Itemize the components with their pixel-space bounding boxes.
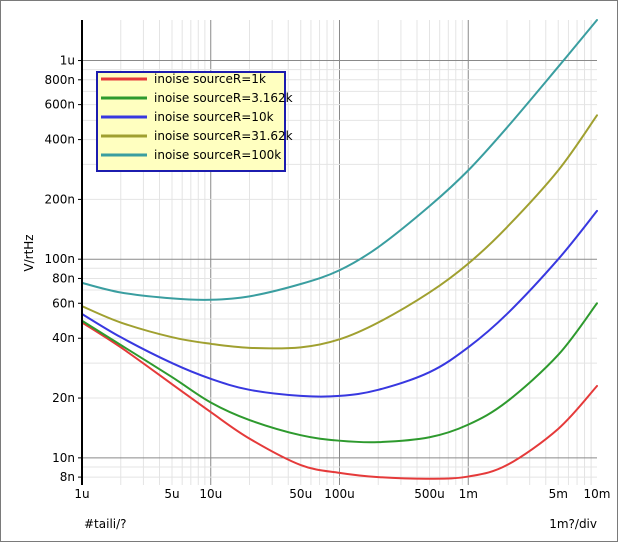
y-tick-label: 60n	[52, 296, 75, 310]
legend-label-4: inoise sourceR=31.62k	[154, 129, 293, 143]
y-tick-label: 800n	[44, 73, 75, 87]
series-line-2	[81, 302, 598, 444]
series-line-4	[81, 114, 598, 350]
x-tick-label: 1m	[459, 487, 478, 501]
legend-label-3: inoise sourceR=10k	[154, 110, 274, 124]
legend: inoise sourceR=1k inoise sourceR=3.162k in…	[96, 71, 293, 172]
x-div-label: 1m?/div	[549, 517, 597, 531]
legend-label-2: inoise sourceR=3.162k	[154, 91, 293, 105]
x-tick-labels: 1u 5u 10u 50u 100u 500u 1m 5m 10m	[74, 487, 610, 501]
series-layer	[81, 19, 598, 480]
y-tick-label: 40n	[52, 331, 75, 345]
x-tick-label: 5m	[549, 487, 568, 501]
x-tick-label: 1u	[74, 487, 89, 501]
y-tick-label: 80n	[52, 271, 75, 285]
y-tick-label: 100n	[44, 252, 75, 266]
y-tick-label: 10n	[52, 451, 75, 465]
y-axis-label: V/rtHz	[22, 234, 36, 271]
x-axis-name: #taili/?	[84, 517, 127, 531]
x-tick-label: 10m	[584, 487, 611, 501]
series-line-3	[81, 209, 598, 398]
y-tick-labels: 8n 10n 20n 40n 60n 80n 100n 200n 400n 600n 800n 1u	[44, 54, 82, 484]
y-tick-label: 400n	[44, 133, 75, 147]
y-tick-label: 8n	[60, 470, 75, 484]
y-tick-label: 20n	[52, 391, 75, 405]
y-tick-label: 600n	[44, 98, 75, 112]
x-tick-label: 100u	[324, 487, 355, 501]
y-tick-label: 200n	[44, 192, 75, 206]
x-tick-label: 500u	[414, 487, 445, 501]
x-tick-label: 10u	[199, 487, 222, 501]
y-tick-label: 1u	[60, 54, 75, 68]
legend-label-5: inoise sourceR=100k	[154, 148, 281, 162]
series-line-1	[81, 321, 598, 480]
x-tick-label: 50u	[289, 487, 312, 501]
legend-label-1: inoise sourceR=1k	[154, 72, 266, 86]
x-tick-label: 5u	[164, 487, 179, 501]
series-line-5	[81, 19, 598, 301]
